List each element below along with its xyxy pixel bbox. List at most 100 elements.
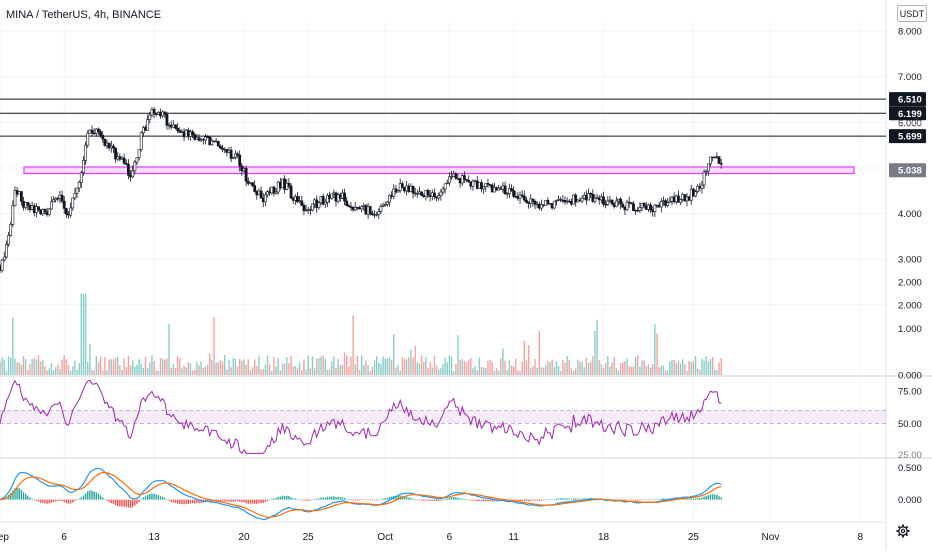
candle-body [668, 200, 672, 204]
candle-body [642, 202, 646, 207]
macd-histogram-bar [474, 499, 476, 501]
candle-body [694, 191, 697, 197]
volume-bar [219, 359, 222, 375]
macd-histogram-bar [106, 499, 108, 501]
candle-body [103, 138, 107, 146]
time-tick-label: Sep [0, 532, 9, 543]
volume-bar [243, 359, 245, 375]
candle-body [122, 157, 126, 164]
candle-body [602, 196, 605, 205]
volume-bar [472, 368, 474, 375]
volume-bar [465, 362, 468, 375]
volume-bar [530, 368, 532, 375]
macd-histogram-bar [260, 499, 262, 504]
volume-bar [20, 364, 23, 375]
volume-bar [707, 361, 710, 375]
volume-bar [598, 359, 600, 375]
macd-histogram-bar [632, 499, 635, 501]
currency-button[interactable]: USDT [897, 5, 927, 22]
macd-histogram-bar [251, 499, 254, 504]
volume-bar [416, 362, 419, 375]
candle-body [426, 190, 430, 196]
volume-bar [31, 359, 33, 375]
volume-bar [307, 355, 309, 375]
volume-bar [149, 362, 151, 375]
level-price-label: 6.510 [898, 95, 922, 106]
macd-histogram-bar [84, 493, 87, 500]
macd-histogram-bar [557, 498, 560, 500]
macd-histogram-bar [136, 499, 138, 505]
level-price-tag [889, 129, 926, 144]
volume-bar [497, 370, 500, 375]
candle-body [381, 204, 385, 207]
macd-histogram-bar [283, 496, 286, 500]
volume-bar [615, 367, 618, 375]
volume-bar [337, 358, 339, 375]
candle-body [666, 202, 670, 206]
macd-histogram-bar [258, 499, 260, 504]
volume-bar [716, 370, 718, 375]
macd-histogram-bar [110, 499, 112, 504]
macd-histogram-bar [243, 499, 245, 503]
volume-bar [262, 369, 264, 375]
volume-bar [457, 335, 459, 375]
macd-histogram-bar [249, 499, 252, 504]
macd-histogram-bar [476, 499, 478, 502]
candle-body [445, 182, 449, 185]
candle-body [629, 202, 633, 204]
macd-histogram-bar [253, 499, 256, 504]
macd-histogram-bar [200, 499, 202, 503]
volume-bar [155, 370, 157, 375]
candle-body [204, 136, 207, 141]
level-price-tag [889, 92, 926, 107]
candle-body [139, 132, 143, 150]
candle-body [610, 199, 614, 205]
macd-histogram-bar [453, 496, 455, 500]
macd-histogram-bar [485, 499, 487, 502]
volume-bar [566, 356, 568, 375]
candles [0, 106, 723, 274]
volume-bar [679, 363, 682, 375]
volume-bar [551, 359, 553, 375]
candle-body [503, 185, 507, 194]
candle-body [137, 149, 141, 158]
volume-bar [619, 362, 622, 375]
volume-bar [125, 367, 127, 375]
volume-bar [211, 359, 213, 375]
macd-histogram-bar [331, 496, 333, 500]
volume-bar [692, 361, 695, 375]
volume-bar [371, 366, 374, 375]
macd-histogram-bar [382, 498, 384, 500]
volume-bar [459, 359, 461, 375]
macd-histogram-bar [155, 494, 157, 500]
macd-histogram-bar [166, 499, 168, 501]
chart-settings-button[interactable] [886, 520, 920, 546]
candle-body [2, 256, 6, 261]
candle-body [448, 176, 451, 184]
volume-bar [461, 358, 463, 375]
volume-bar [401, 357, 404, 375]
volume-bar [367, 365, 369, 375]
volume-bar [1, 357, 3, 375]
macd-histogram-bar [29, 497, 31, 500]
volume-bar [429, 362, 431, 375]
macd-histogram-bar [459, 498, 461, 500]
macd-histogram-bar [46, 499, 48, 504]
volume-bar [206, 365, 209, 375]
volume-bar [440, 368, 442, 375]
volume-bar [35, 359, 38, 375]
macd-histogram-bar [72, 499, 74, 503]
macd-histogram-bar [24, 493, 27, 500]
candle-body [274, 191, 278, 194]
macd-histogram-bar [294, 498, 297, 500]
macd-histogram-bar [93, 491, 95, 500]
candle-body [606, 200, 610, 205]
macd-histogram-bar [630, 499, 633, 501]
volume-bar [241, 360, 243, 375]
volume-bar [423, 361, 425, 375]
volume-bar [405, 359, 408, 375]
candle-body [450, 176, 453, 178]
candle-body [400, 183, 404, 188]
